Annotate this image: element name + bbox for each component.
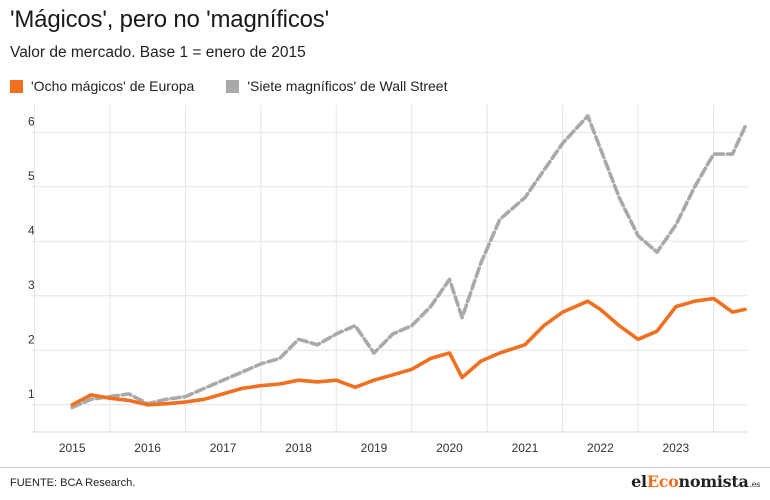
y-tick-label: 3	[28, 278, 35, 292]
y-tick-label: 2	[28, 332, 35, 346]
x-tick-label: 2016	[134, 441, 161, 455]
logo-prefix: el	[631, 472, 647, 491]
legend-swatch-europe	[10, 79, 23, 93]
y-tick-label: 6	[28, 114, 35, 128]
y-tick-label: 5	[28, 169, 35, 183]
x-tick-label: 2017	[210, 441, 237, 455]
legend-label-wallstreet: 'Siete magníficos' de Wall Street	[247, 78, 448, 94]
x-tick-label: 2021	[512, 441, 539, 455]
legend-item-wallstreet: 'Siete magníficos' de Wall Street	[226, 78, 447, 94]
y-tick-label: 4	[28, 223, 35, 237]
publisher-logo: elEconomista.es	[631, 472, 760, 491]
legend-label-europe: 'Ocho mágicos' de Europa	[31, 78, 195, 94]
x-tick-label: 2019	[361, 441, 388, 455]
footer-divider	[0, 467, 770, 468]
x-tick-label: 2015	[59, 441, 86, 455]
logo-suffix: .es	[749, 480, 761, 489]
logo-rest: nomista	[678, 472, 749, 491]
series-line-europe	[70, 296, 747, 407]
x-tick-label: 2020	[436, 441, 463, 455]
chart-subtitle: Valor de mercado. Base 1 = enero de 2015	[10, 44, 306, 61]
chart-title: 'Mágicos', pero no 'magníficos'	[10, 6, 329, 33]
source-note: FUENTE: BCA Research.	[10, 477, 136, 489]
x-tick-label: 2023	[663, 441, 690, 455]
logo-accent: Eco	[646, 472, 679, 491]
x-tick-label: 2022	[587, 441, 614, 455]
y-tick-label: 1	[28, 387, 35, 401]
legend-swatch-wallstreet	[226, 79, 240, 93]
legend-item-europe: 'Ocho mágicos' de Europa	[10, 78, 194, 94]
legend: 'Ocho mágicos' de Europa 'Siete magnífic…	[10, 78, 479, 94]
series-line-wallstreet	[70, 114, 747, 410]
x-tick-label: 2018	[285, 441, 312, 455]
